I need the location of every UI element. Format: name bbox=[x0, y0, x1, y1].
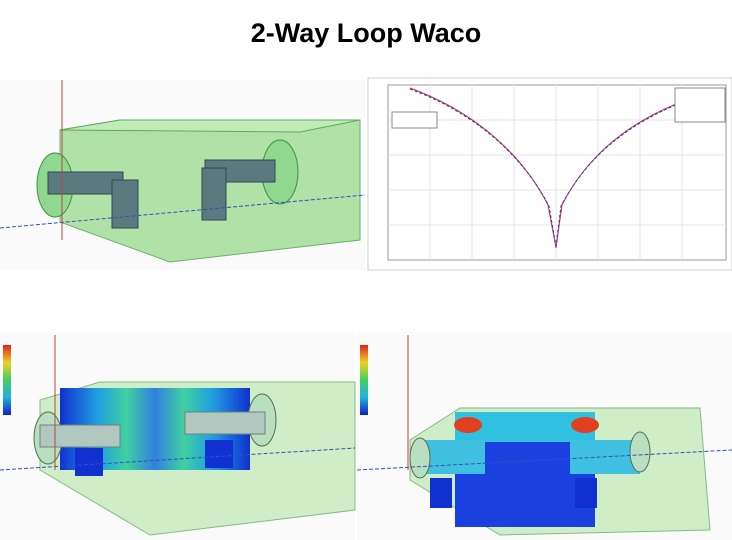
model-view bbox=[0, 80, 366, 270]
field-view-2 bbox=[356, 332, 732, 540]
plot-view bbox=[367, 77, 732, 271]
slide-title: 2-Way Loop Waco bbox=[250, 18, 482, 48]
field-view-1 bbox=[0, 332, 356, 540]
